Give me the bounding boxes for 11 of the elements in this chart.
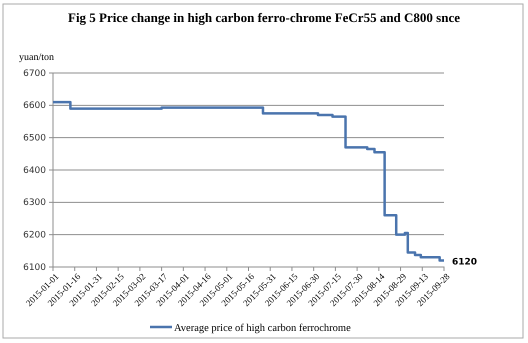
annotation: 6120: [452, 258, 478, 268]
y-tick-label: 6700: [23, 68, 46, 79]
legend-label: Average price of high carbon ferrochrome: [174, 323, 352, 334]
y-tick-label: 6400: [23, 166, 46, 176]
y-tick-label: 6100: [23, 262, 46, 273]
y-tick-label: 6500: [23, 134, 46, 144]
y-tick-label: 6600: [23, 101, 46, 112]
y-axis-title: yuan/ton: [19, 52, 54, 63]
chart-title: Fig 5 Price change in high carbon ferro-chrome FeCr55 and C800 snce: [68, 10, 460, 25]
y-tick-label: 6200: [23, 230, 46, 241]
y-tick-label: 6300: [23, 198, 46, 208]
